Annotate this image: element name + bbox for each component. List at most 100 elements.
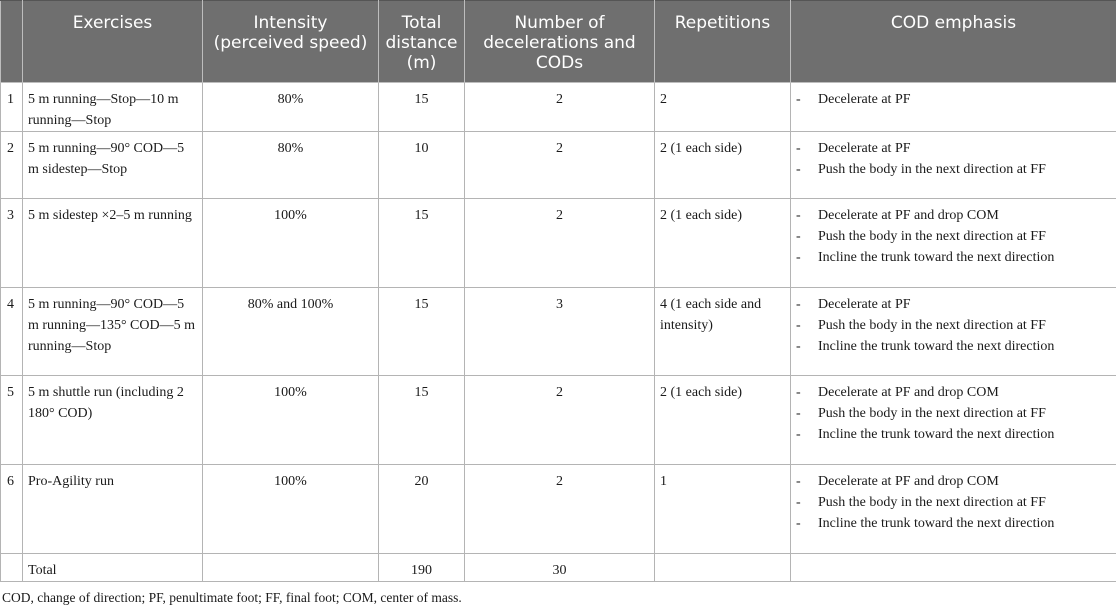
emphasis-cell: - Decelerate at PF - Push the body in the n… — [790, 287, 1116, 376]
emphasis-text: Incline the trunk toward the next direct… — [818, 427, 1055, 442]
emphasis-item: - Push the body in the next direction at … — [796, 403, 1111, 424]
emphasis-text: Push the body in the next direction at F… — [818, 229, 1046, 244]
emphasis-item: - Push the body in the next direction at … — [796, 226, 1111, 247]
emphasis-text: Decelerate at PF and drop COM — [818, 208, 999, 223]
repetitions-cell: 2 (1 each side) — [654, 131, 791, 199]
table-row: 4 5 m running—90° COD—5 m running—135° C… — [0, 287, 1116, 376]
emphasis-item: - Incline the trunk toward the next direc… — [796, 513, 1111, 534]
emphasis-item: - Push the body in the next direction at … — [796, 492, 1111, 513]
repetitions-cell: 2 (1 each side) — [654, 375, 791, 465]
emphasis-text: Push the body in the next direction at F… — [818, 406, 1046, 421]
row-number: 2 — [0, 131, 23, 199]
bullet-dash: - — [796, 250, 801, 265]
emphasis-text: Decelerate at PF — [818, 141, 911, 156]
bullet-dash: - — [796, 92, 801, 107]
emphasis-text: Decelerate at PF — [818, 297, 911, 312]
emphasis-text: Decelerate at PF — [818, 92, 911, 107]
emphasis-text: Push the body in the next direction at F… — [818, 162, 1046, 177]
emphasis-cell: - Decelerate at PF - Push the body in the n… — [790, 131, 1116, 199]
row-number: 3 — [0, 198, 23, 288]
bullet-dash: - — [796, 516, 801, 531]
emphasis-item: - Push the body in the next direction at … — [796, 159, 1111, 180]
total-distance: 190 — [378, 553, 465, 582]
intensity-cell: 80% — [202, 131, 379, 199]
decelerations-cell: 2 — [464, 82, 655, 132]
emphasis-text: Decelerate at PF and drop COM — [818, 385, 999, 400]
emphasis-item: - Incline the trunk toward the next direc… — [796, 247, 1111, 268]
total-number-cell — [0, 553, 23, 582]
decelerations-cell: 3 — [464, 287, 655, 376]
row-number: 6 — [0, 464, 23, 554]
total-emphasis-cell — [790, 553, 1116, 582]
exercise-cell: 5 m running—90° COD—5 m running—135° COD… — [22, 287, 203, 376]
table-footnote: COD, change of direction; PF, penultimat… — [2, 590, 462, 605]
repetitions-cell: 2 (1 each side) — [654, 198, 791, 288]
distance-cell: 15 — [378, 198, 465, 288]
intensity-cell: 100% — [202, 464, 379, 554]
intensity-cell: 80% — [202, 82, 379, 132]
emphasis-text: Incline the trunk toward the next direct… — [818, 250, 1055, 265]
header-intensity: Intensity (perceived speed) — [202, 0, 379, 83]
decelerations-cell: 2 — [464, 131, 655, 199]
header-row: Exercises Intensity (perceived speed) To… — [0, 0, 1116, 83]
total-label: Total — [22, 553, 203, 582]
bullet-dash: - — [796, 162, 801, 177]
bullet-dash: - — [796, 141, 801, 156]
emphasis-text: Incline the trunk toward the next direct… — [818, 339, 1055, 354]
header-distance: Total distance (m) — [378, 0, 465, 83]
table-row: 1 5 m running—Stop—10 m running—Stop 80%… — [0, 82, 1116, 132]
row-number: 1 — [0, 82, 23, 132]
emphasis-item: - Incline the trunk toward the next direc… — [796, 424, 1111, 445]
total-row: Total 190 30 — [0, 553, 1116, 582]
emphasis-cell: - Decelerate at PF and drop COM - Push the … — [790, 198, 1116, 288]
header-exercises: Exercises — [22, 0, 203, 83]
distance-cell: 20 — [378, 464, 465, 554]
decelerations-cell: 2 — [464, 464, 655, 554]
decelerations-cell: 2 — [464, 198, 655, 288]
emphasis-text: Push the body in the next direction at F… — [818, 495, 1046, 510]
intensity-cell: 100% — [202, 198, 379, 288]
header-repetitions: Repetitions — [654, 0, 791, 83]
table-row: 6 Pro-Agility run 100% 20 2 1 - Decelerat… — [0, 464, 1116, 554]
exercise-cell: 5 m shuttle run (including 2 180° COD) — [22, 375, 203, 465]
bullet-dash: - — [796, 208, 801, 223]
total-repetitions-cell — [654, 553, 791, 582]
bullet-dash: - — [796, 427, 801, 442]
table-row: 3 5 m sidestep ×2–5 m running 100% 15 2 … — [0, 198, 1116, 288]
emphasis-cell: - Decelerate at PF and drop COM - Push the … — [790, 375, 1116, 465]
repetitions-cell: 4 (1 each side and intensity) — [654, 287, 791, 376]
total-intensity-cell — [202, 553, 379, 582]
emphasis-text: Decelerate at PF and drop COM — [818, 474, 999, 489]
emphasis-item: - Decelerate at PF — [796, 138, 1111, 159]
bullet-dash: - — [796, 318, 801, 333]
exercise-cell: 5 m running—Stop—10 m running—Stop — [22, 82, 203, 132]
distance-cell: 10 — [378, 131, 465, 199]
header-decelerations: Number of decelerations and CODs — [464, 0, 655, 83]
emphasis-item: - Decelerate at PF — [796, 294, 1111, 315]
bullet-dash: - — [796, 474, 801, 489]
bullet-dash: - — [796, 385, 801, 400]
distance-cell: 15 — [378, 375, 465, 465]
header-num — [0, 0, 23, 83]
bullet-dash: - — [796, 339, 801, 354]
emphasis-text: Push the body in the next direction at F… — [818, 318, 1046, 333]
exercise-cell: 5 m running—90° COD—5 m sidestep—Stop — [22, 131, 203, 199]
emphasis-item: - Decelerate at PF — [796, 89, 1111, 110]
distance-cell: 15 — [378, 287, 465, 376]
bullet-dash: - — [796, 297, 801, 312]
bullet-dash: - — [796, 406, 801, 421]
bullet-dash: - — [796, 495, 801, 510]
table-container: Exercises Intensity (perceived speed) To… — [0, 0, 1116, 582]
table-row: 5 5 m shuttle run (including 2 180° COD)… — [0, 375, 1116, 465]
exercise-cell: Pro-Agility run — [22, 464, 203, 554]
emphasis-item: - Push the body in the next direction at … — [796, 315, 1111, 336]
decelerations-cell: 2 — [464, 375, 655, 465]
exercise-cell: 5 m sidestep ×2–5 m running — [22, 198, 203, 288]
table-row: 2 5 m running—90° COD—5 m sidestep—Stop … — [0, 131, 1116, 199]
emphasis-text: Incline the trunk toward the next direct… — [818, 516, 1055, 531]
repetitions-cell: 1 — [654, 464, 791, 554]
emphasis-item: - Decelerate at PF and drop COM — [796, 205, 1111, 226]
emphasis-item: - Decelerate at PF and drop COM — [796, 382, 1111, 403]
emphasis-item: - Incline the trunk toward the next direc… — [796, 336, 1111, 357]
distance-cell: 15 — [378, 82, 465, 132]
